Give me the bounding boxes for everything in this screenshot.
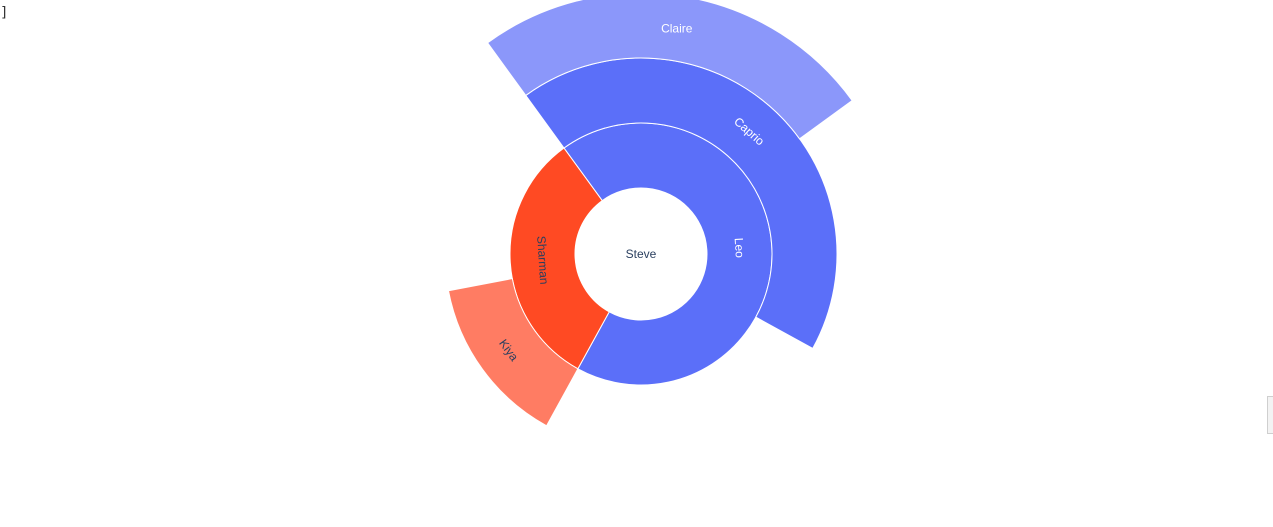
sunburst-label-leo: Leo [732,237,747,258]
sunburst-center-label: Steve [626,247,657,261]
sunburst-label-sharman: Sharman [534,235,551,284]
sunburst-segment-claire[interactable] [486,0,853,140]
cell-prompt-bracket: ] [0,5,9,21]
sunburst-label-claire: Claire [661,21,693,35]
sunburst-segment-kiya[interactable] [447,277,579,427]
output-scroll-handle[interactable] [1267,396,1273,434]
